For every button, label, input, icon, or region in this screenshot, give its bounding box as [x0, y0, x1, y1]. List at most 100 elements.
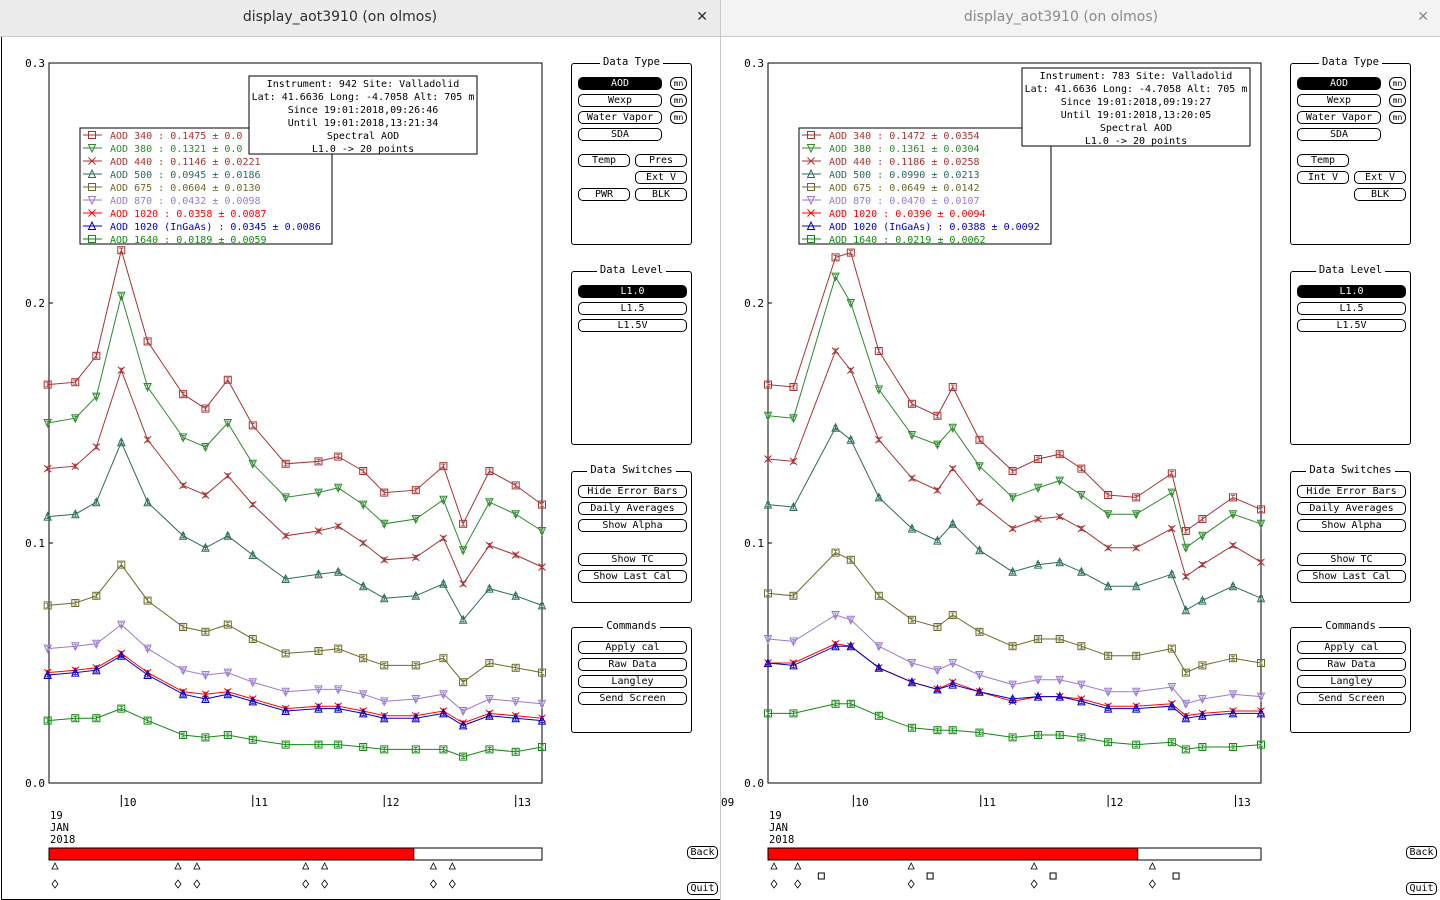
daily-averages-button[interactable]: Daily Averages: [1297, 502, 1406, 515]
raw-data-button[interactable]: Raw Data: [1297, 658, 1406, 671]
back-button[interactable]: Back: [687, 846, 718, 859]
error-bar: [876, 348, 881, 354]
data-point: [764, 589, 772, 598]
error-bar: [413, 487, 418, 493]
langley-button[interactable]: Langley: [578, 675, 687, 688]
show-last-cal-button[interactable]: Show Last Cal: [578, 570, 687, 583]
mn-aod-toggle[interactable]: mn: [1389, 77, 1406, 90]
legend-entry: AOD 675 : 0.0604 ± 0.0130: [110, 183, 261, 194]
close-icon[interactable]: ✕: [1417, 9, 1429, 25]
data-point: [1181, 668, 1190, 677]
data-point: [933, 623, 942, 631]
l1-0-button[interactable]: L1.0: [578, 285, 687, 298]
data-point: [223, 471, 232, 480]
data-point: [248, 696, 258, 706]
hide-error-bars-button[interactable]: Hide Error Bars: [578, 485, 687, 498]
l1-5v-button[interactable]: L1.5V: [578, 319, 687, 332]
l1-0-button[interactable]: L1.0: [1297, 285, 1406, 298]
error-bar: [283, 461, 288, 467]
window-titlebar[interactable]: display_aot3910 (on olmos) ✕: [0, 0, 720, 37]
series-aod-675: [764, 548, 1265, 677]
l1-5-button[interactable]: L1.5: [578, 302, 687, 315]
close-icon[interactable]: ✕: [696, 9, 708, 25]
l1-5-button[interactable]: L1.5: [1297, 302, 1406, 315]
error-bar: [977, 437, 982, 443]
series-line: [47, 623, 543, 712]
water-vapor-button[interactable]: Water Vapor: [1297, 111, 1381, 124]
mn-wv-toggle[interactable]: mn: [1389, 111, 1406, 124]
quit-button[interactable]: Quit: [687, 882, 718, 895]
blk-button[interactable]: BLK: [1354, 188, 1406, 201]
data-point: [1008, 524, 1017, 533]
info-line: L1.0 -> 20 points: [312, 144, 414, 155]
data-point: [43, 380, 52, 389]
data-point: [411, 661, 420, 670]
mn-wexp-toggle[interactable]: mn: [670, 94, 687, 107]
series-line: [47, 293, 543, 552]
sda-button[interactable]: SDA: [1297, 128, 1381, 141]
data-point: [281, 687, 290, 697]
data-point: [201, 443, 210, 453]
mn-aod-toggle[interactable]: mn: [670, 77, 687, 90]
wexp-button[interactable]: Wexp: [1297, 94, 1381, 107]
data-point: [1256, 708, 1266, 718]
data-point: [537, 699, 547, 709]
show-tc-button[interactable]: Show TC: [1297, 553, 1406, 566]
pwr-button[interactable]: PWR: [578, 188, 630, 201]
data-point: [380, 488, 389, 497]
data-point: [43, 511, 52, 521]
daily-averages-button[interactable]: Daily Averages: [578, 502, 687, 515]
legend-entry: AOD 1020 (InGaAs) : 0.0345 ± 0.0086: [110, 222, 321, 233]
error-bar: [909, 725, 914, 731]
data-point: [1103, 510, 1113, 520]
blk-button[interactable]: BLK: [635, 188, 687, 201]
y-tick-label: 0.2: [744, 297, 764, 310]
show-alpha-button[interactable]: Show Alpha: [578, 519, 687, 532]
aod-button[interactable]: AOD: [1297, 77, 1381, 90]
show-alpha-button[interactable]: Show Alpha: [1297, 519, 1406, 532]
data-point: [874, 662, 884, 672]
time-progress-fill: [767, 847, 1139, 861]
hide-error-bars-button[interactable]: Hide Error Bars: [1297, 485, 1406, 498]
aod-button[interactable]: AOD: [578, 77, 662, 90]
data-point: [874, 591, 883, 600]
pres-button[interactable]: Pres: [635, 154, 687, 167]
temp-button[interactable]: Temp: [578, 154, 630, 167]
x-tick-label: 13: [518, 796, 531, 809]
legend-entry: AOD 380 : 0.1321 ± 0.0: [110, 144, 242, 155]
apply-cal-button[interactable]: Apply cal: [578, 641, 687, 654]
error-bar: [461, 679, 466, 685]
data-point: [143, 383, 152, 393]
data-point: [458, 614, 468, 624]
data-point: [1132, 543, 1141, 552]
series-line: [767, 275, 1262, 549]
error-bar: [848, 250, 853, 255]
mn-wexp-toggle[interactable]: mn: [1389, 94, 1406, 107]
raw-data-button[interactable]: Raw Data: [578, 658, 687, 671]
data-point: [1228, 654, 1237, 663]
quit-button[interactable]: Quit: [1406, 882, 1437, 895]
water-vapor-button[interactable]: Water Vapor: [578, 111, 662, 124]
send-screen-button[interactable]: Send Screen: [1297, 692, 1406, 705]
int-v-button[interactable]: Int V: [1297, 171, 1349, 184]
mn-wv-toggle[interactable]: mn: [670, 111, 687, 124]
langley-button[interactable]: Langley: [1297, 675, 1406, 688]
show-last-cal-button[interactable]: Show Last Cal: [1297, 570, 1406, 583]
error-bar: [513, 749, 518, 755]
status-square-icon: [1049, 872, 1057, 880]
temp-button[interactable]: Temp: [1297, 154, 1349, 167]
sda-button[interactable]: SDA: [578, 128, 662, 141]
ext-v-button[interactable]: Ext V: [635, 171, 687, 184]
back-button[interactable]: Back: [1406, 846, 1437, 859]
window-titlebar[interactable]: display_aot3910 (on olmos) ✕: [721, 0, 1440, 37]
show-tc-button[interactable]: Show TC: [578, 553, 687, 566]
data-point: [763, 635, 773, 645]
apply-cal-button[interactable]: Apply cal: [1297, 641, 1406, 654]
l1-5v-button[interactable]: L1.5V: [1297, 319, 1406, 332]
error-bar: [382, 663, 387, 668]
send-screen-button[interactable]: Send Screen: [578, 692, 687, 705]
data-point: [179, 390, 188, 399]
ext-v-button[interactable]: Ext V: [1354, 171, 1406, 184]
error-bar: [1057, 451, 1062, 457]
wexp-button[interactable]: Wexp: [578, 94, 662, 107]
